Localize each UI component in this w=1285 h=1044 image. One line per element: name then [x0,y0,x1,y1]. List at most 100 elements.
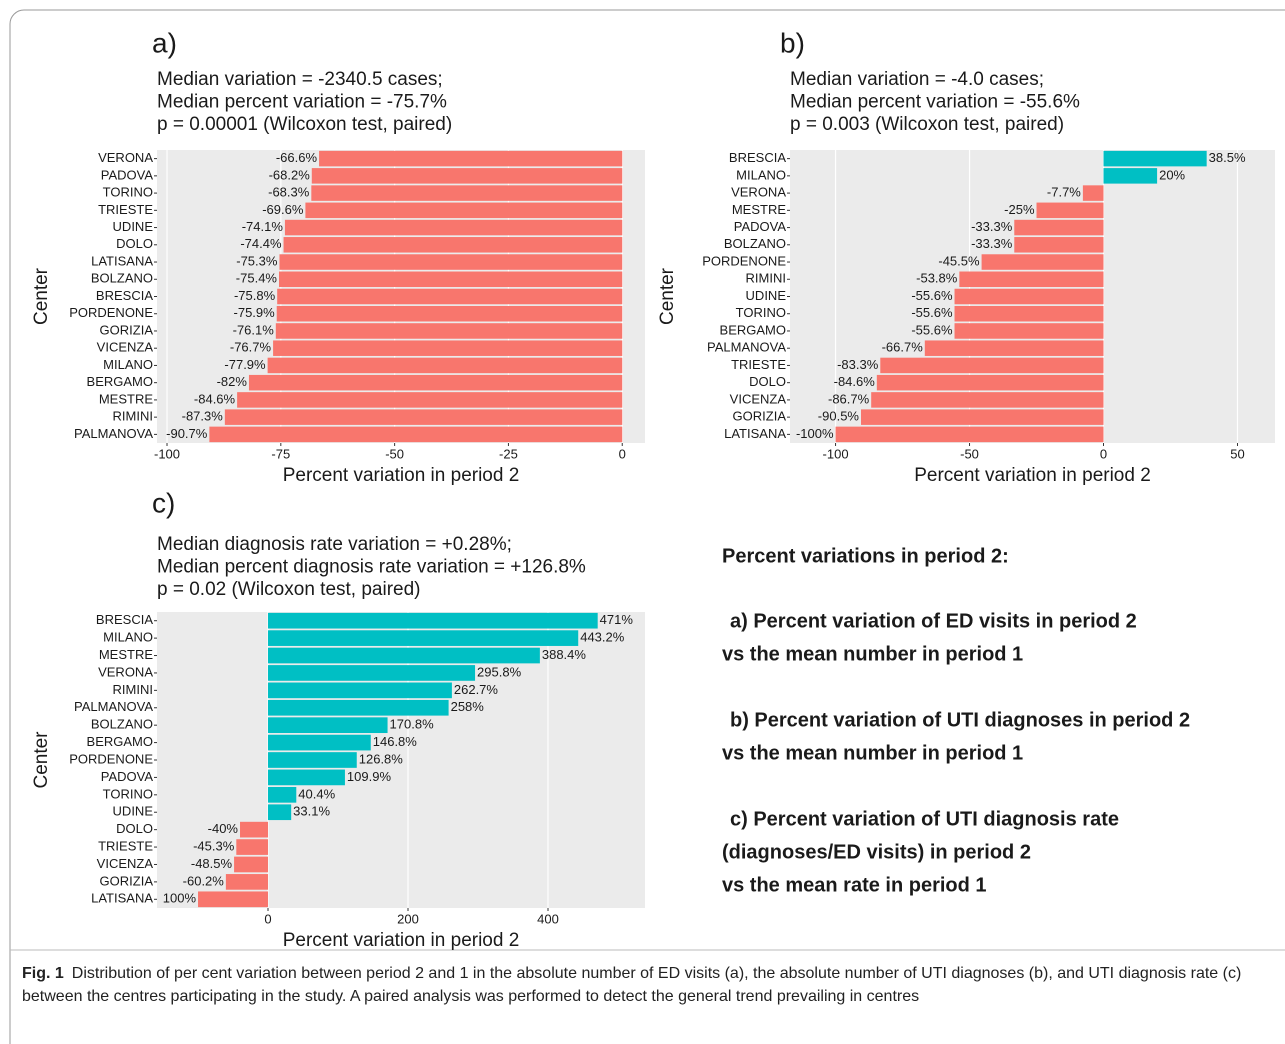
y-tick-label: RIMINI [113,682,153,697]
value-label: -82% [217,374,248,389]
value-label: -55.6% [911,288,953,303]
bar [268,717,388,734]
y-tick-label: MILANO [103,630,153,645]
x-axis-title: Percent variation in period 2 [283,930,520,951]
y-tick-label: BERGAMO [87,374,153,389]
bar [268,665,476,681]
y-tick-label: VERONA [731,185,786,200]
y-tick-label: VICENZA [730,391,787,406]
y-tick-label: TRIESTE [98,202,153,217]
value-label: -74.1% [242,219,284,234]
value-label: -69.6% [262,202,304,217]
y-tick-label: UDINE [746,288,787,303]
value-label: 471% [600,612,634,627]
bar [279,271,623,288]
value-label: -75.9% [234,305,276,320]
x-tick-label: 0 [619,446,626,461]
y-tick-label: VICENZA [97,340,154,355]
bar [267,357,623,374]
bar [248,374,623,391]
notes-line: b) Percent variation of UTI diagnoses in… [730,709,1190,731]
value-label: -76.7% [230,340,272,355]
x-tick-label: -75 [271,446,290,461]
y-tick-label: UDINE [113,804,154,819]
x-tick-label: 400 [537,911,559,926]
y-tick-label: BRESCIA [96,288,153,303]
value-label: 146.8% [373,734,418,749]
bar [283,237,623,253]
value-label: -87.3% [182,409,224,424]
subtitle: Median variation = -4.0 cases; [790,69,1044,90]
value-label: 170.8% [390,717,435,732]
x-tick-label: 0 [1100,446,1107,461]
y-tick-label: MILANO [103,357,153,372]
y-tick-label: GORIZIA [100,873,154,888]
value-label: -55.6% [911,322,953,337]
x-tick-label: 0 [264,911,271,926]
y-tick-label: TORINO [103,185,153,200]
bar [1014,237,1104,253]
bar [237,392,623,408]
y-tick-label: PORDENONE [69,305,153,320]
y-tick-label: TRIESTE [731,357,786,372]
subtitle: Median percent diagnosis rate variation … [157,557,586,578]
bar [273,340,623,356]
bar [268,734,371,751]
value-label: -60.2% [183,873,225,888]
x-tick-label: -100 [154,446,180,461]
x-tick-label: -50 [385,446,404,461]
value-label: -25% [1004,202,1035,217]
x-tick-label: -25 [499,446,518,461]
y-tick-label: LATISANA [91,891,153,906]
bar [268,699,449,716]
bar [225,874,269,890]
y-tick-label: PALMANOVA [74,699,153,714]
bar [279,254,623,270]
value-label: -33.3% [971,219,1013,234]
value-label: -68.3% [268,185,310,200]
value-label: -55.6% [911,305,953,320]
bar [1103,168,1158,184]
value-label: -86.7% [828,391,870,406]
bar [284,219,623,236]
bar [954,288,1104,305]
subtitle: p = 0.00001 (Wilcoxon test, paired) [157,114,452,135]
bar [209,426,623,443]
y-tick-label: DOLO [749,374,786,389]
y-tick-label: BOLZANO [724,236,786,251]
y-tick-label: RIMINI [113,409,153,424]
notes-line: a) Percent variation of ED visits in per… [730,610,1137,632]
bar [275,323,623,339]
y-tick-label: MESTRE [99,647,154,662]
subtitle: Median diagnosis rate variation = +0.28%… [157,534,512,555]
bar [311,185,623,201]
y-tick-label: TORINO [103,786,153,801]
bar [268,804,292,821]
panel-label: b) [780,27,805,58]
value-label: -74.4% [240,236,282,251]
value-label: 126.8% [359,751,404,766]
bar [268,612,598,629]
bar [981,254,1104,270]
y-tick-label: LATISANA [91,253,153,268]
bar [1036,202,1104,219]
value-label: -90.7% [166,426,208,441]
value-label: 109.9% [347,769,392,784]
y-tick-label: MESTRE [732,202,787,217]
bar [268,682,452,699]
bar [224,409,623,425]
y-tick-label: PADOVA [101,167,154,182]
bar [861,409,1104,425]
bar [954,323,1104,339]
y-tick-label: DOLO [116,821,153,836]
y-tick-label: TRIESTE [98,838,153,853]
value-label: 295.8% [477,664,522,679]
value-label: 100% [163,891,197,906]
y-tick-label: RIMINI [746,271,786,286]
bar [268,647,540,664]
notes-heading: Percent variations in period 2: [722,545,1009,567]
y-tick-label: PORDENONE [702,253,786,268]
y-tick-label: MILANO [736,167,786,182]
panel-label: a) [152,27,177,58]
